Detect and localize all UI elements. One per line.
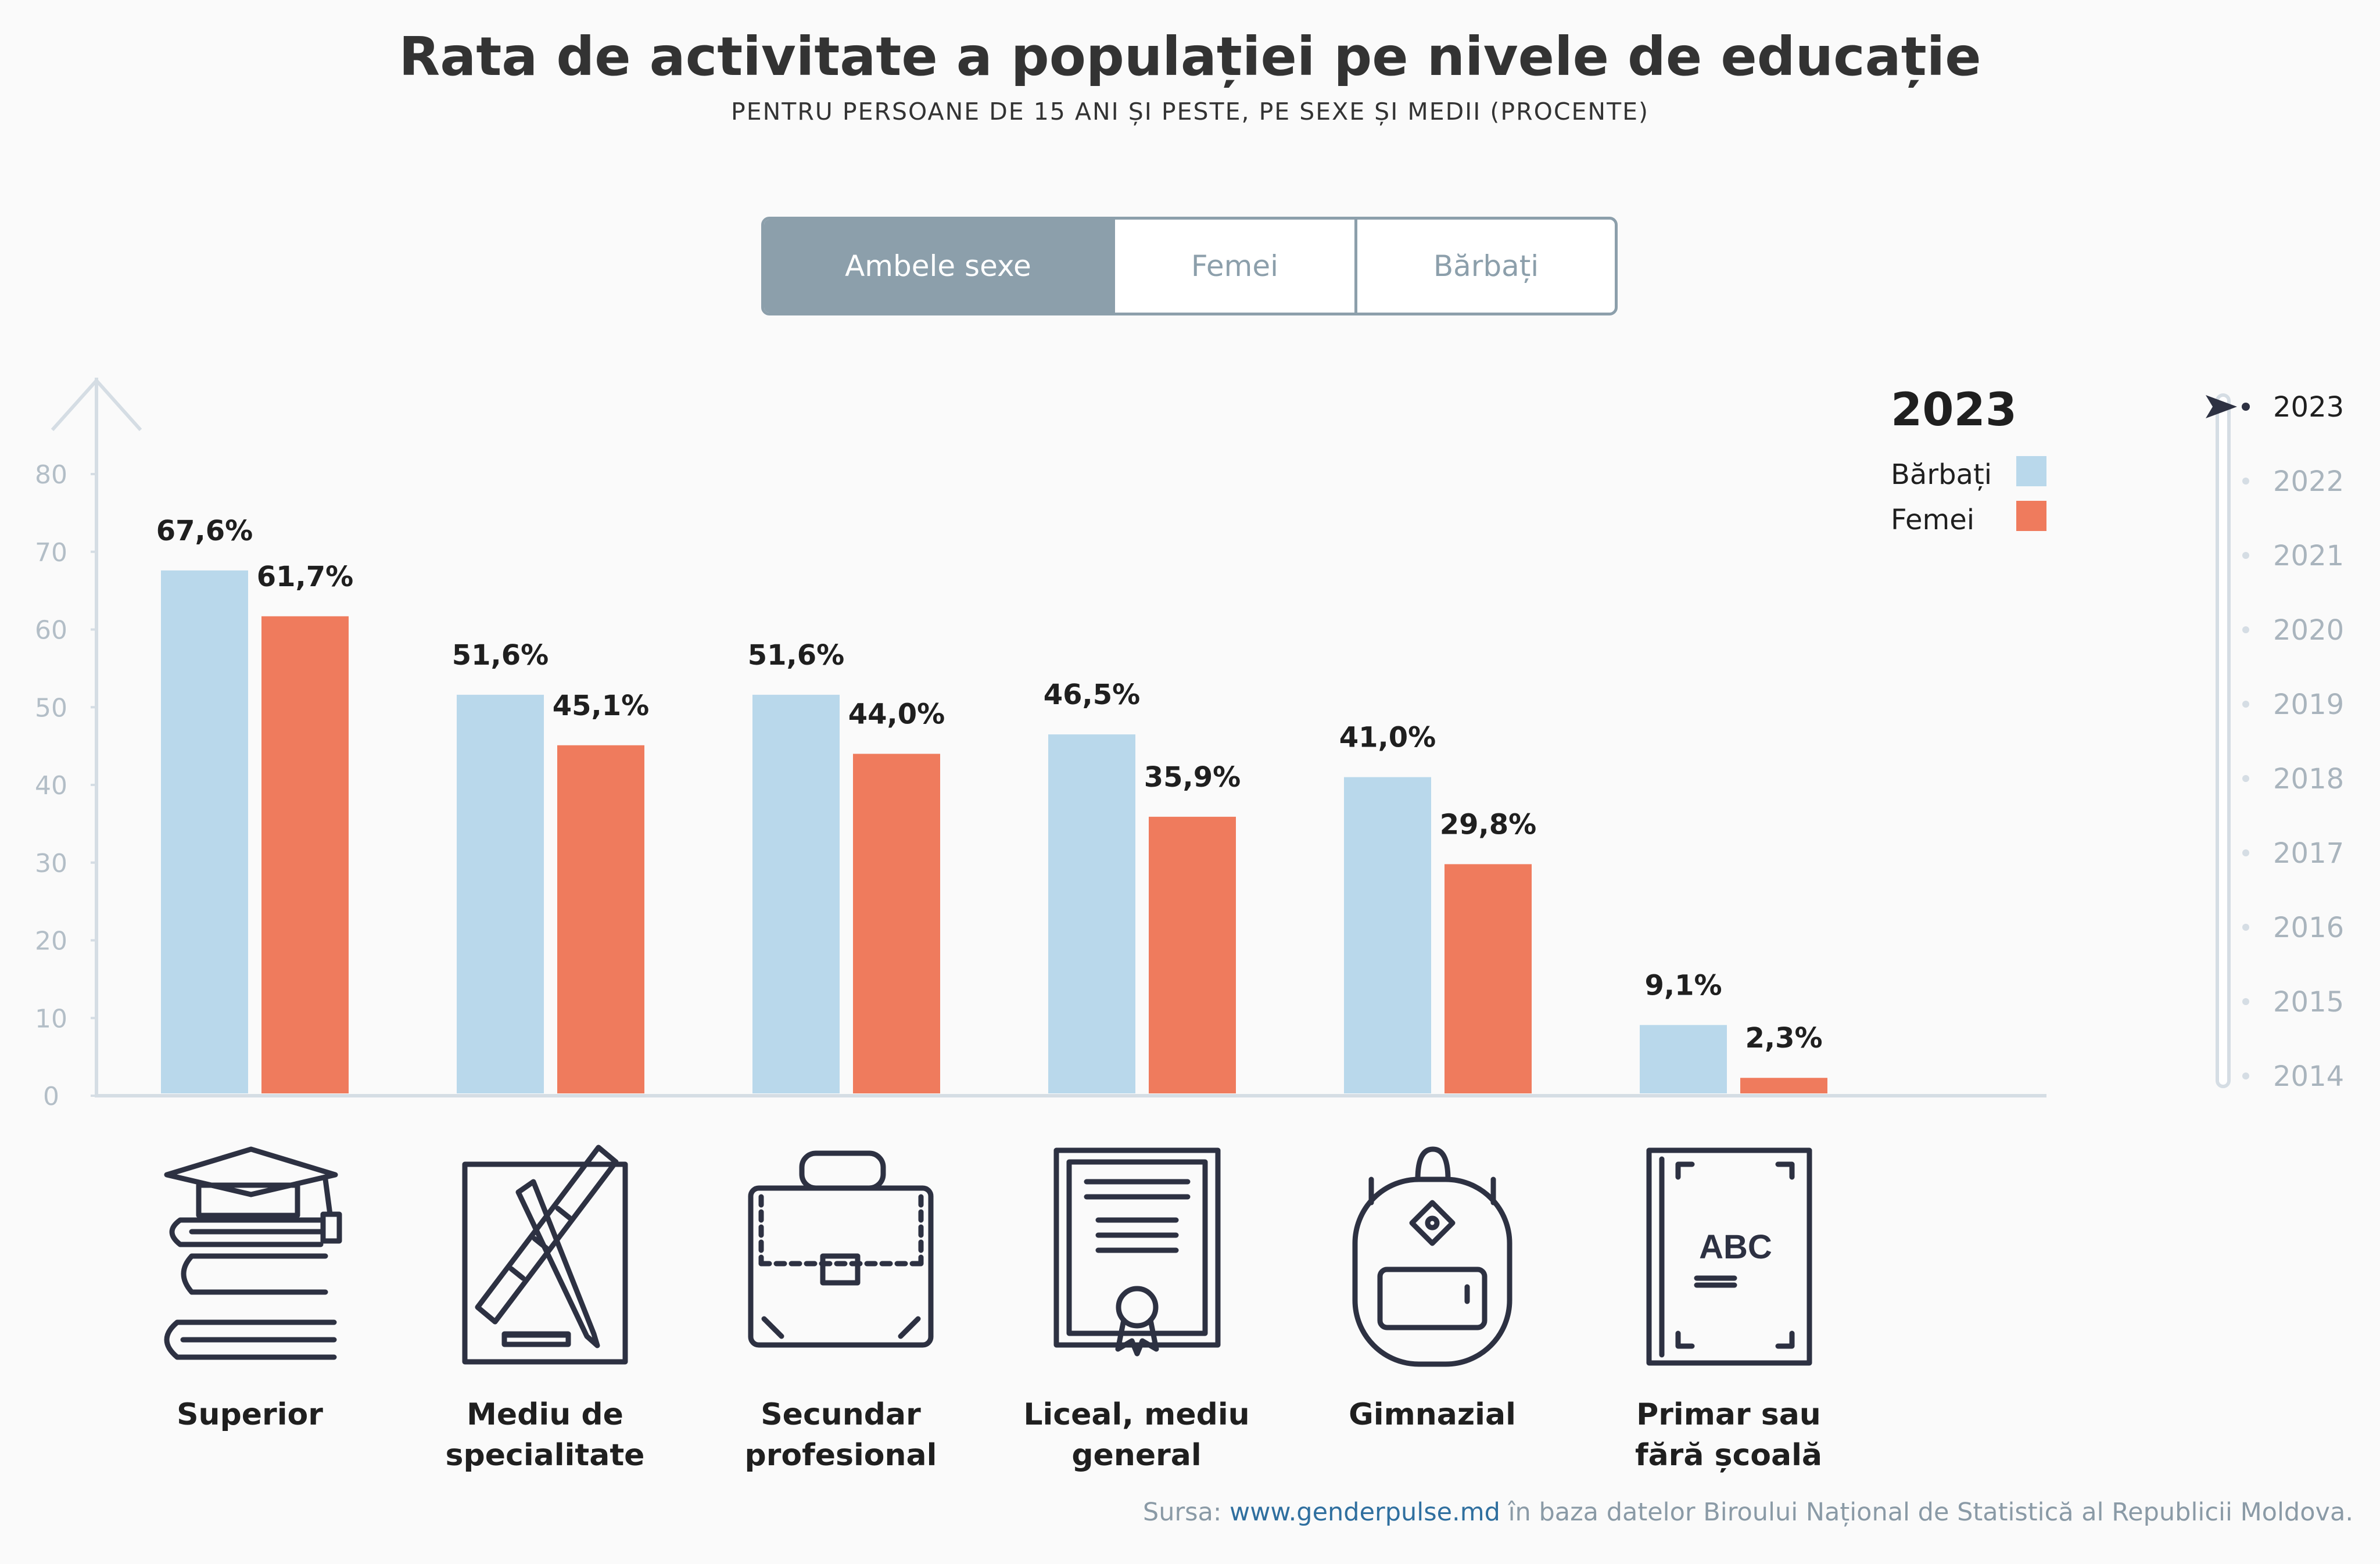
timeline-dot[interactable] bbox=[2242, 403, 2250, 411]
category-label: specialitate bbox=[446, 1438, 645, 1473]
bar-barbati[interactable] bbox=[1048, 734, 1135, 1093]
backpack-icon bbox=[1352, 1146, 1512, 1367]
timeline-year-2023[interactable]: 2023 bbox=[2273, 391, 2344, 424]
timeline-year-2014[interactable]: 2014 bbox=[2273, 1060, 2344, 1093]
timeline-dot[interactable] bbox=[2242, 1072, 2249, 1079]
timeline-year-2021[interactable]: 2021 bbox=[2273, 540, 2344, 572]
legend-label-barbati: Bărbați bbox=[1891, 458, 1992, 491]
y-tick-label: 60 bbox=[35, 616, 67, 645]
category-label: general bbox=[1071, 1438, 1201, 1473]
source-link[interactable]: www.genderpulse.md bbox=[1230, 1498, 1500, 1527]
bar-femei[interactable] bbox=[1149, 816, 1236, 1093]
page-subtitle: PENTRU PERSOANE DE 15 ANI ȘI PESTE, PE S… bbox=[730, 98, 1650, 125]
category-label: Secundar bbox=[761, 1397, 921, 1432]
bar-femei[interactable] bbox=[557, 745, 644, 1093]
category-label: Superior bbox=[177, 1397, 323, 1432]
category-label: fără școală bbox=[1635, 1438, 1822, 1473]
timeline-track[interactable] bbox=[2216, 393, 2231, 1088]
legend-swatch-femei bbox=[2016, 501, 2046, 531]
timeline-years: 2023 2022 2021 2020 2019 2018 2017 2016 2015 2014 bbox=[2242, 391, 2344, 1093]
bar-value-label: 9,1% bbox=[1644, 969, 1722, 1002]
ruler-pencil-icon bbox=[462, 1145, 628, 1365]
y-tick-label: 20 bbox=[35, 927, 67, 956]
timeline-dot[interactable] bbox=[2242, 478, 2249, 485]
y-axis-arrow bbox=[51, 378, 142, 431]
timeline-pointer-icon[interactable] bbox=[2206, 395, 2237, 418]
timeline-dot[interactable] bbox=[2242, 849, 2249, 856]
timeline-year-2017[interactable]: 2017 bbox=[2273, 837, 2344, 870]
diploma-icon bbox=[1053, 1147, 1221, 1357]
bar-value-label: 45,1% bbox=[553, 690, 650, 722]
category-label: profesional bbox=[745, 1438, 937, 1473]
category-label: Primar sau bbox=[1636, 1397, 1821, 1432]
y-tick-label: 10 bbox=[35, 1004, 67, 1034]
bar-barbati[interactable] bbox=[457, 694, 544, 1093]
timeline-year-2020[interactable]: 2020 bbox=[2273, 614, 2344, 647]
category-labels: Superior Mediu de specialitate Secundar prof… bbox=[177, 1397, 1822, 1473]
y-tick-label: 80 bbox=[35, 460, 67, 490]
tab-ambele-sexe[interactable]: Ambele sexe bbox=[764, 220, 1112, 313]
bar-value-label: 46,5% bbox=[1044, 679, 1141, 711]
bar-barbati[interactable] bbox=[1640, 1025, 1727, 1093]
bar-femei[interactable] bbox=[853, 754, 940, 1094]
bar-barbati[interactable] bbox=[1344, 777, 1431, 1093]
timeline-dot[interactable] bbox=[2242, 775, 2249, 782]
bar-value-label: 35,9% bbox=[1144, 761, 1241, 794]
bar-value-label: 67,6% bbox=[156, 515, 253, 547]
bar-barbati[interactable] bbox=[161, 570, 248, 1093]
timeline-dot[interactable] bbox=[2242, 998, 2249, 1005]
tab-barbati[interactable]: Bărbați bbox=[1354, 220, 1615, 313]
briefcase-icon bbox=[748, 1150, 934, 1348]
abc-book-icon bbox=[1646, 1147, 1812, 1366]
y-tick-label: 30 bbox=[35, 849, 67, 878]
timeline-year-2018[interactable]: 2018 bbox=[2273, 763, 2344, 795]
bar-femei[interactable] bbox=[261, 616, 349, 1093]
bar-value-label: 51,6% bbox=[452, 639, 549, 672]
bar-barbati[interactable] bbox=[752, 694, 840, 1093]
source-suffix: în baza datelor Biroului Național de Sta… bbox=[1508, 1498, 2353, 1527]
category-label: Gimnazial bbox=[1349, 1397, 1516, 1432]
timeline-dot[interactable] bbox=[2242, 701, 2249, 708]
y-tick-label: 70 bbox=[35, 538, 67, 568]
y-tick-label: 50 bbox=[35, 693, 67, 723]
timeline-year-2019[interactable]: 2019 bbox=[2273, 688, 2344, 721]
bar-value-label: 44,0% bbox=[848, 698, 945, 731]
bar-value-label: 51,6% bbox=[748, 639, 845, 672]
timeline-year-2022[interactable]: 2022 bbox=[2273, 465, 2344, 498]
category-label: Liceal, mediu bbox=[1023, 1397, 1249, 1432]
abc-book-text: ABC bbox=[1699, 1228, 1772, 1266]
y-ticks: 0 10 20 30 40 50 60 70 80 bbox=[35, 460, 96, 1111]
source-note: Sursa: www.genderpulse.md în baza datelo… bbox=[1143, 1498, 2353, 1527]
value-labels: 67,6%61,7%51,6%45,1%51,6%44,0%46,5%35,9%… bbox=[156, 515, 1823, 1054]
tab-femei[interactable]: Femei bbox=[1112, 220, 1354, 313]
category-label: Mediu de bbox=[467, 1397, 623, 1432]
timeline-dot[interactable] bbox=[2242, 924, 2249, 931]
bar-value-label: 2,3% bbox=[1745, 1022, 1822, 1054]
bar-value-label: 61,7% bbox=[257, 561, 354, 593]
legend-year: 2023 bbox=[1891, 384, 2017, 436]
sex-filter-tabs: Ambele sexe Femei Bărbați bbox=[761, 217, 1618, 315]
legend-swatch-barbati bbox=[2016, 456, 2046, 486]
bar-value-label: 29,8% bbox=[1440, 808, 1537, 841]
bar-value-label: 41,0% bbox=[1339, 722, 1436, 754]
timeline-dot[interactable] bbox=[2242, 626, 2249, 633]
y-tick-label: 40 bbox=[35, 771, 67, 801]
y-tick-label: 0 bbox=[43, 1082, 59, 1111]
timeline-year-2015[interactable]: 2015 bbox=[2273, 986, 2344, 1018]
graduation-books-icon bbox=[164, 1146, 342, 1360]
bars bbox=[161, 570, 1827, 1094]
timeline-dot[interactable] bbox=[2242, 552, 2249, 559]
bar-femei[interactable] bbox=[1445, 864, 1532, 1093]
bar-femei[interactable] bbox=[1740, 1078, 1827, 1093]
timeline-year-2016[interactable]: 2016 bbox=[2273, 912, 2344, 944]
legend-label-femei: Femei bbox=[1891, 504, 1974, 536]
source-prefix: Sursa: bbox=[1142, 1498, 1222, 1527]
page-title: Rata de activitate a populației pe nivel… bbox=[399, 26, 1981, 88]
